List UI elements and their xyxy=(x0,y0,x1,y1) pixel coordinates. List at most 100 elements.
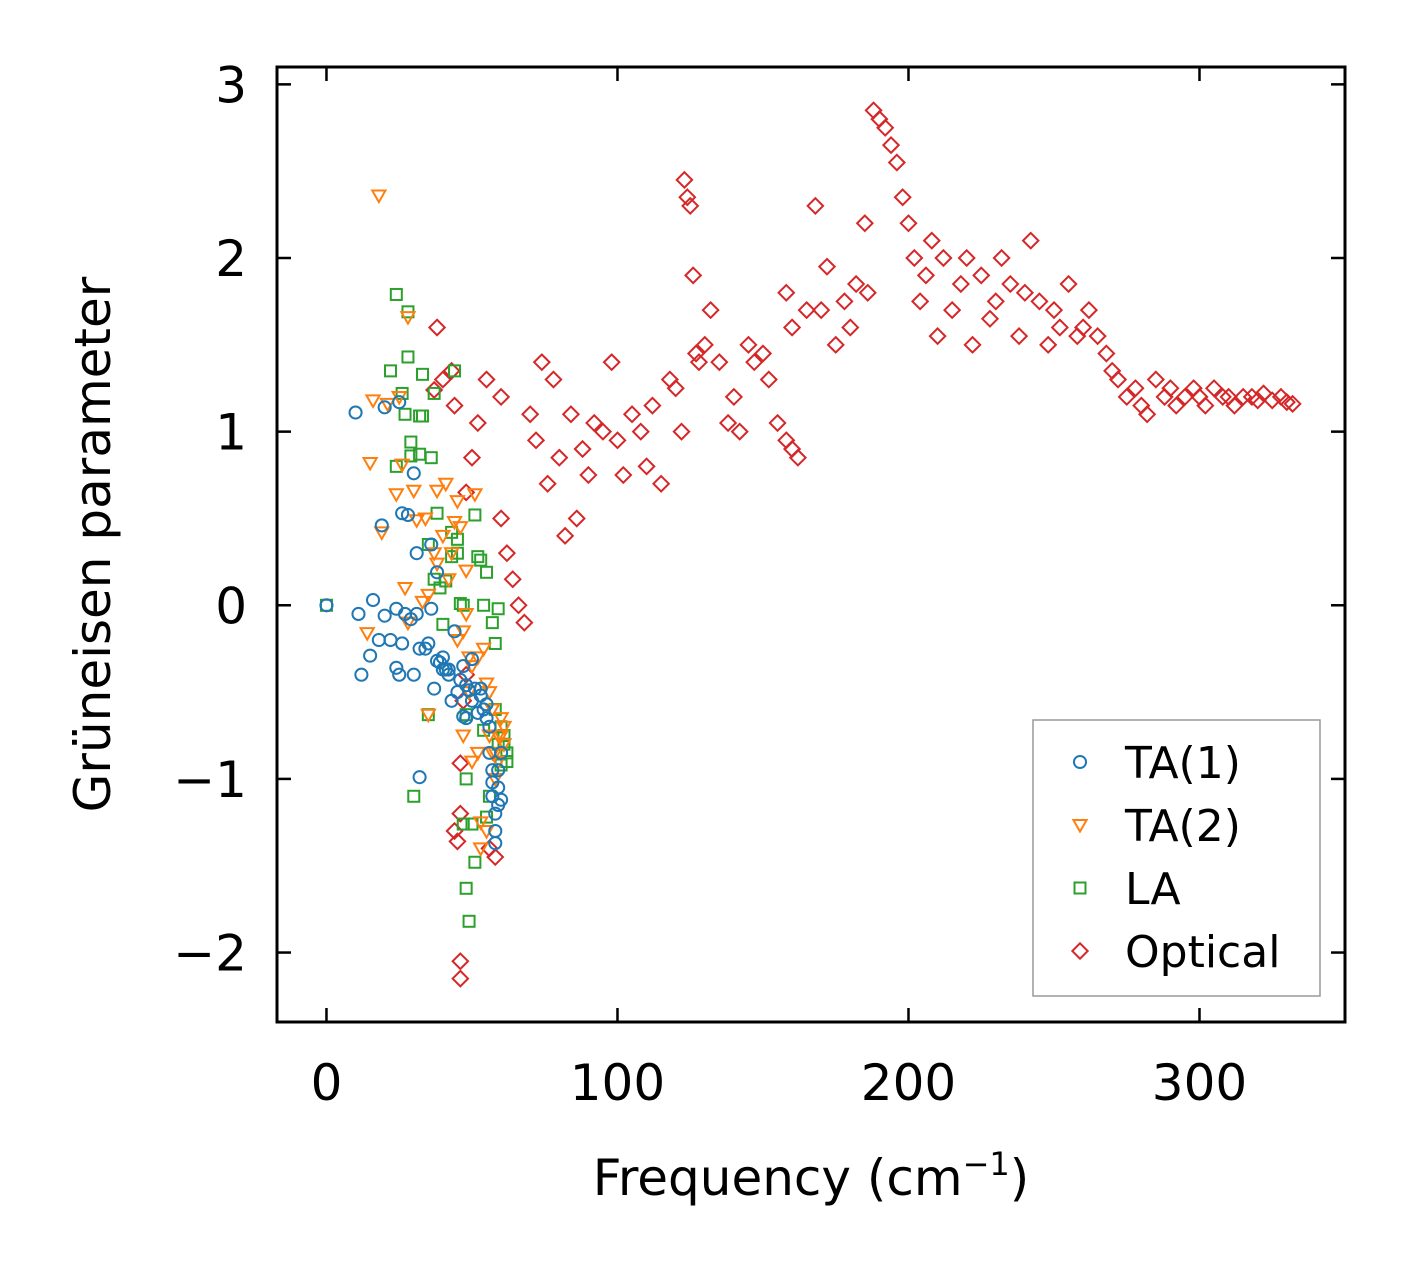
data-point xyxy=(354,667,369,682)
data-point xyxy=(451,952,470,971)
data-point xyxy=(710,353,729,372)
legend-marker xyxy=(1070,941,1090,961)
data-point xyxy=(526,431,546,450)
series-ta-2- xyxy=(358,189,513,857)
data-point xyxy=(614,465,633,485)
y-tick-label: 3 xyxy=(215,56,247,114)
data-point xyxy=(972,266,991,285)
data-point xyxy=(488,836,503,851)
data-point xyxy=(408,514,426,529)
data-point xyxy=(739,335,758,354)
data-point xyxy=(468,508,482,522)
data-point xyxy=(430,565,445,580)
data-point xyxy=(1138,405,1157,424)
data-point xyxy=(472,816,490,831)
data-point xyxy=(398,407,412,421)
data-point xyxy=(464,652,480,667)
y-tick-label: 2 xyxy=(215,230,247,288)
data-point xyxy=(358,627,376,642)
data-point xyxy=(409,606,424,622)
data-point xyxy=(846,274,866,294)
data-point xyxy=(631,422,650,441)
data-point xyxy=(495,738,513,753)
data-point xyxy=(835,292,854,311)
data-point xyxy=(491,602,505,616)
data-point xyxy=(396,581,414,597)
data-point xyxy=(420,708,437,724)
data-point xyxy=(817,257,837,276)
data-point xyxy=(602,353,621,372)
data-point xyxy=(414,595,431,611)
data-point xyxy=(1167,396,1186,415)
data-point xyxy=(1213,387,1232,407)
data-point xyxy=(893,188,912,207)
data-point xyxy=(689,353,709,372)
data-point xyxy=(957,248,976,268)
data-point xyxy=(1079,300,1099,320)
data-point xyxy=(427,318,447,337)
data-point xyxy=(477,598,491,612)
data-point xyxy=(759,370,778,389)
data-point xyxy=(387,488,405,503)
data-point xyxy=(1030,292,1049,311)
data-point xyxy=(401,350,415,364)
data-point xyxy=(395,506,410,521)
legend-item: TA(2) xyxy=(1071,801,1241,852)
data-point xyxy=(812,300,831,320)
data-point xyxy=(472,842,490,857)
x-tick-label: 300 xyxy=(1152,1054,1247,1112)
data-point xyxy=(899,214,918,233)
x-axis-label-text: Frequency (cm xyxy=(593,1149,963,1207)
data-point xyxy=(480,565,494,579)
data-point xyxy=(406,466,421,481)
data-point xyxy=(417,512,434,528)
x-tick-label: 100 xyxy=(570,1054,665,1112)
legend-item: LA xyxy=(1073,864,1181,915)
legend-marker xyxy=(1071,819,1089,834)
data-point xyxy=(1009,327,1029,346)
data-point xyxy=(427,386,441,400)
data-point xyxy=(922,231,941,250)
legend: TA(1) TA(2) LA Optical xyxy=(1032,719,1321,997)
data-point xyxy=(437,477,455,493)
data-point xyxy=(1263,391,1282,410)
data-point xyxy=(1015,283,1035,302)
series-optical xyxy=(425,101,1302,988)
data-point xyxy=(389,287,403,301)
data-point xyxy=(678,188,697,207)
legend-marker xyxy=(1072,754,1088,770)
data-point xyxy=(475,642,492,658)
data-point xyxy=(1108,370,1128,389)
data-point xyxy=(454,729,472,745)
data-point xyxy=(992,248,1011,268)
data-point xyxy=(492,729,510,745)
data-point xyxy=(348,405,363,420)
data-point xyxy=(445,396,464,415)
data-point xyxy=(404,435,418,449)
x-axis-label-close: ) xyxy=(1010,1149,1030,1207)
legend-item: Optical xyxy=(1070,927,1280,978)
data-point xyxy=(443,547,460,562)
data-point xyxy=(383,364,397,378)
data-point xyxy=(797,300,816,320)
data-point xyxy=(881,136,901,155)
data-point xyxy=(377,608,392,623)
legend-item: TA(1) xyxy=(1072,738,1241,789)
legend-label: Optical xyxy=(1125,927,1280,978)
y-tick-label: −2 xyxy=(173,925,247,983)
data-point xyxy=(782,318,802,337)
data-point xyxy=(441,667,456,682)
y-tick-label: 0 xyxy=(215,577,247,635)
data-point xyxy=(447,624,462,639)
data-point xyxy=(622,405,642,424)
data-point xyxy=(406,667,421,682)
data-point xyxy=(459,881,473,895)
data-point xyxy=(451,754,470,773)
data-point xyxy=(718,413,738,433)
data-point xyxy=(457,608,475,623)
data-point xyxy=(777,283,796,302)
data-point xyxy=(494,745,509,760)
data-point xyxy=(409,546,424,561)
data-point xyxy=(412,770,427,785)
